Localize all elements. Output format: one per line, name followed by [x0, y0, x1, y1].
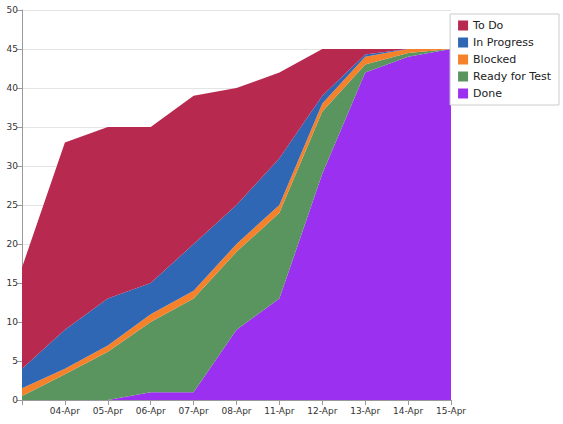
svg-text:30: 30 — [7, 161, 19, 171]
svg-text:08-Apr: 08-Apr — [221, 406, 251, 416]
svg-text:15: 15 — [7, 278, 18, 288]
svg-text:50: 50 — [7, 5, 19, 15]
svg-text:12-Apr: 12-Apr — [307, 406, 337, 416]
svg-text:20: 20 — [7, 239, 19, 249]
svg-text:07-Apr: 07-Apr — [179, 406, 209, 416]
svg-text:11-Apr: 11-Apr — [264, 406, 294, 416]
svg-text:40: 40 — [7, 83, 19, 93]
svg-text:5: 5 — [12, 356, 18, 366]
svg-text:45: 45 — [7, 44, 18, 54]
svg-text:To Do: To Do — [472, 19, 504, 32]
svg-text:06-Apr: 06-Apr — [136, 406, 166, 416]
svg-text:35: 35 — [7, 122, 18, 132]
svg-text:14-Apr: 14-Apr — [393, 406, 423, 416]
svg-text:04-Apr: 04-Apr — [50, 406, 80, 416]
svg-text:15-Apr: 15-Apr — [436, 406, 466, 416]
svg-text:13-Apr: 13-Apr — [350, 406, 380, 416]
svg-text:25: 25 — [7, 200, 18, 210]
svg-text:Ready for Test: Ready for Test — [473, 70, 552, 83]
svg-text:0: 0 — [12, 395, 18, 405]
svg-text:In Progress: In Progress — [473, 36, 534, 49]
svg-text:Done: Done — [473, 87, 502, 100]
svg-text:05-Apr: 05-Apr — [93, 406, 123, 416]
svg-text:10: 10 — [7, 317, 19, 327]
svg-text:Blocked: Blocked — [473, 53, 516, 66]
